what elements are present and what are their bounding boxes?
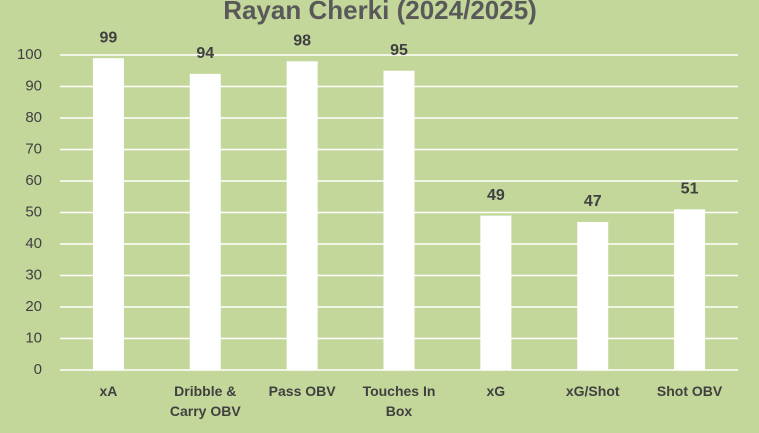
x-tick-label: xA (99, 383, 118, 399)
y-tick-label: 80 (25, 109, 42, 126)
data-label: 94 (196, 45, 214, 62)
x-tick-label: xG (486, 383, 506, 399)
bar (480, 215, 512, 370)
bar (92, 58, 124, 371)
chart-title: Rayan Cherki (2024/2025) (223, 0, 537, 25)
data-label: 98 (293, 33, 311, 50)
y-tick-label: 40 (25, 235, 42, 252)
x-tick-label: xG/Shot (565, 383, 620, 399)
y-tick-label: 50 (25, 203, 42, 220)
bar (577, 221, 609, 370)
x-tick-label: Touches In Box (362, 383, 436, 419)
data-label: 49 (487, 187, 505, 204)
y-tick-label: 60 (25, 172, 42, 189)
bar (286, 61, 318, 371)
data-label: 99 (100, 29, 118, 46)
x-tick-label: Pass OBV (268, 383, 336, 399)
data-label: 47 (584, 193, 602, 210)
y-tick-label: 100 (17, 46, 42, 63)
y-tick-label: 20 (25, 298, 42, 315)
bar (189, 73, 221, 371)
x-tick-label: Dribble & Carry OBV (169, 383, 241, 419)
y-tick-label: 0 (34, 361, 42, 378)
bar (674, 209, 706, 370)
x-tick-label: Shot OBV (656, 383, 723, 399)
bar (383, 70, 415, 370)
y-tick-label: 70 (25, 140, 42, 157)
y-tick-label: 30 (25, 266, 42, 283)
data-label: 95 (390, 42, 408, 59)
data-label: 51 (681, 181, 699, 198)
y-tick-label: 90 (25, 77, 42, 94)
y-tick-label: 10 (25, 329, 42, 346)
